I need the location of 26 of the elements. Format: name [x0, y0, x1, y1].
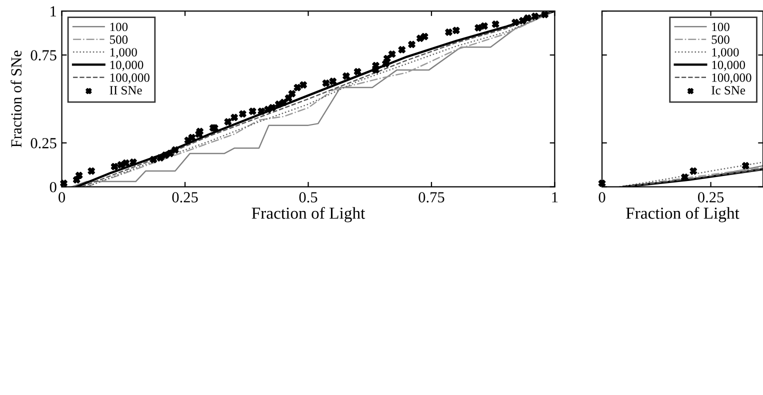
x-axis-title: Fraction of Light [626, 206, 740, 222]
legend-label: 1,000 [712, 48, 739, 58]
legend-label: 100 [712, 22, 730, 32]
y-axis-title: Fraction of SNe [10, 50, 22, 148]
x-tick-label: 0.75 [418, 192, 444, 203]
y-tick-label: 0.75 [30, 50, 56, 61]
legend-label: 100,000 [712, 73, 752, 84]
legend-label: Ic SNe [712, 86, 746, 94]
legend-label: II SNe [110, 86, 142, 94]
x-tick-label: 0.25 [698, 192, 724, 203]
legend-label: 10,000 [110, 60, 144, 71]
x-tick-label: 0.25 [172, 192, 198, 203]
x-tick-label: 0.5 [299, 192, 318, 203]
y-tick-label: 0.25 [30, 138, 56, 148]
x-axis-title: Fraction of Light [252, 206, 366, 222]
y-tick-label: 1 [50, 6, 56, 16]
x-tick-label: 0 [598, 192, 606, 202]
legend-label: 1,000 [110, 48, 137, 58]
legend-label: 500 [110, 35, 128, 44]
y-tick-label: 0 [50, 182, 56, 192]
legend-label: 100 [110, 22, 128, 32]
legend-label: 100,000 [110, 73, 150, 84]
legend-label: 10,000 [712, 60, 746, 71]
x-tick-label: 0 [58, 192, 66, 202]
legend-label: 500 [712, 35, 730, 44]
x-tick-label: 1 [552, 192, 558, 202]
